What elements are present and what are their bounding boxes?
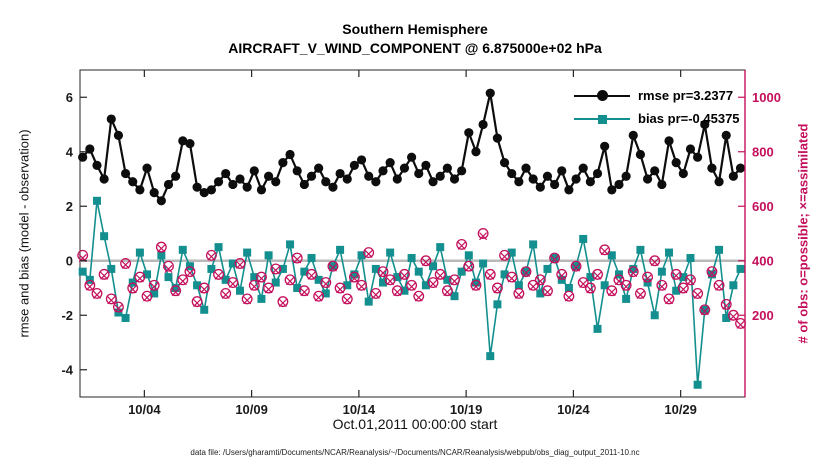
svg-text:10/04: 10/04 bbox=[128, 402, 161, 417]
svg-text:-2: -2 bbox=[61, 308, 73, 323]
svg-text:400: 400 bbox=[752, 253, 774, 268]
figure-title-line2: AIRCRAFT_V_WIND_COMPONENT @ 6.875000e+02… bbox=[228, 40, 602, 56]
legend-item-rmse: rmse pr=3.2377 bbox=[574, 84, 740, 107]
legend-label-bias: bias pr=-0.45375 bbox=[638, 111, 740, 126]
svg-text:600: 600 bbox=[752, 199, 774, 214]
legend: rmse pr=3.2377 bias pr=-0.45375 bbox=[574, 84, 740, 130]
svg-text:10/19: 10/19 bbox=[450, 402, 483, 417]
svg-text:1000: 1000 bbox=[752, 90, 781, 105]
y-axis-label-left: rmse and bias (model - observation) bbox=[16, 129, 32, 338]
svg-text:0: 0 bbox=[66, 253, 73, 268]
x-axis-label: Oct.01,2011 00:00:00 start bbox=[332, 416, 498, 432]
legend-item-bias: bias pr=-0.45375 bbox=[574, 107, 740, 130]
svg-text:-4: -4 bbox=[61, 362, 73, 377]
svg-text:800: 800 bbox=[752, 144, 774, 159]
svg-text:6: 6 bbox=[66, 90, 73, 105]
svg-text:4: 4 bbox=[66, 144, 74, 159]
y-axis-label-right: # of obs: o=possible; ×=assimilated bbox=[795, 123, 811, 344]
svg-text:10/29: 10/29 bbox=[664, 402, 697, 417]
bias-series bbox=[78, 196, 745, 389]
figure-title-line1: Southern Hemisphere bbox=[342, 21, 488, 37]
legend-swatch-bias bbox=[574, 113, 630, 124]
svg-text:200: 200 bbox=[752, 308, 774, 323]
axis-ticks-and-labels: 10/04 10/09 10/14 10/19 10/24 10/29 -4 -2 0 2 4 6 20… bbox=[61, 70, 781, 417]
svg-text:10/24: 10/24 bbox=[557, 402, 590, 417]
obs-markers bbox=[77, 228, 746, 329]
filled-square-icon bbox=[598, 114, 607, 124]
rmse-series bbox=[78, 88, 746, 206]
svg-text:10/09: 10/09 bbox=[235, 402, 268, 417]
legend-swatch-rmse bbox=[574, 90, 630, 101]
svg-text:2: 2 bbox=[66, 199, 73, 214]
svg-text:10/14: 10/14 bbox=[343, 402, 376, 417]
legend-label-rmse: rmse pr=3.2377 bbox=[638, 88, 734, 103]
filled-circle-icon bbox=[597, 90, 608, 101]
caption-datafile: data file: /Users/gharamti/Documents/NCA… bbox=[190, 448, 640, 457]
